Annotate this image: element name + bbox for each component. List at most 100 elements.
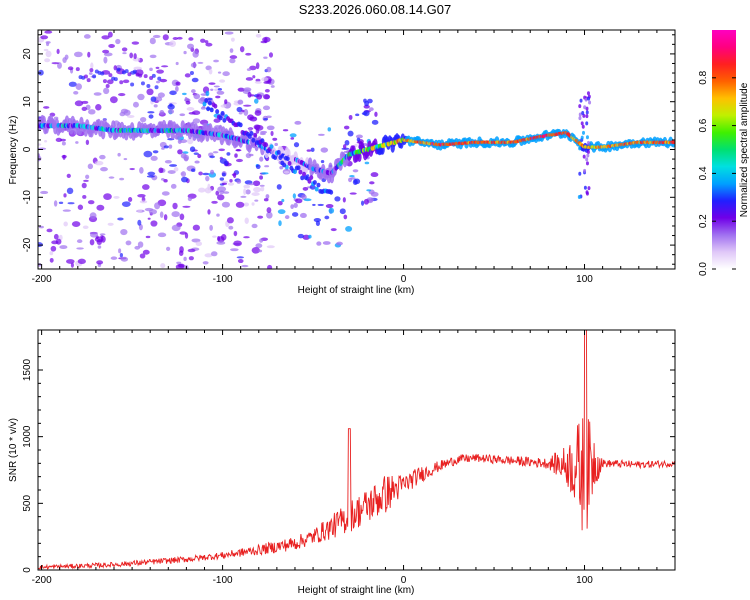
heatmap-cell	[228, 225, 234, 230]
heatmap-cell	[208, 68, 213, 75]
heatmap-cell	[316, 182, 321, 188]
heatmap-cell	[578, 104, 582, 109]
heatmap-cell	[190, 62, 197, 68]
heatmap-cell	[197, 61, 204, 64]
heatmap-cell	[100, 71, 105, 76]
heatmap-cell	[209, 224, 213, 231]
heatmap-cell	[207, 100, 212, 106]
heatmap-cell	[187, 197, 193, 202]
heatmap-cell	[204, 253, 213, 258]
heatmap-cell	[75, 83, 82, 91]
heatmap-cell	[345, 226, 353, 232]
heatmap-cell	[263, 94, 271, 100]
heatmap-cell	[121, 201, 131, 207]
heatmap-cell	[127, 72, 132, 77]
heatmap-cell	[232, 172, 237, 179]
heatmap-cell	[175, 61, 179, 66]
snr-y-axis: 0 500 1000 1500	[22, 329, 675, 573]
colorbar-label: Normalized spectral amplitude	[739, 82, 750, 217]
heatmap-cell	[251, 223, 258, 229]
heatmap-cell	[150, 220, 158, 227]
heatmap-cell	[38, 143, 42, 146]
heatmap-cell	[123, 109, 131, 116]
heatmap-cell	[261, 77, 269, 82]
heatmap-cell	[73, 91, 79, 95]
heatmap-cell	[209, 155, 215, 159]
heatmap-cell	[123, 157, 128, 161]
heatmap-cell	[583, 185, 587, 190]
heatmap-cell	[236, 256, 245, 259]
heatmap-cell	[266, 207, 272, 214]
colorbar-scale	[712, 30, 736, 269]
heatmap-cell	[157, 76, 162, 81]
heatmap-cell	[188, 112, 196, 115]
heatmap-cell	[273, 155, 278, 160]
heatmap-cell	[671, 140, 675, 145]
heatmap-cell	[296, 165, 301, 171]
colorbar-tick-label: 0.4	[698, 166, 709, 180]
heatmap-cell	[328, 207, 335, 214]
heatmap-cell	[221, 182, 228, 185]
heatmap-cell	[154, 96, 163, 102]
heatmap-cell	[254, 199, 259, 202]
heatmap-cell	[330, 228, 337, 232]
heatmap-cell	[235, 149, 242, 152]
heatmap-cell	[99, 233, 106, 236]
heatmap-cell	[183, 256, 187, 262]
heatmap-cell	[585, 114, 589, 119]
heatmap-cell	[153, 104, 158, 108]
heatmap-cell	[350, 177, 356, 180]
heatmap-cell	[219, 177, 225, 181]
heatmap-cell	[90, 62, 94, 69]
heatmap-cell	[235, 158, 243, 163]
heatmap-cell	[252, 75, 256, 79]
heatmap-cell	[355, 113, 360, 117]
heatmap-cell	[121, 47, 128, 52]
heatmap-cell	[137, 241, 144, 248]
colorbar-tick-label: 0.0	[698, 262, 709, 276]
heatmap-cell	[76, 247, 84, 250]
heatmap-cell	[316, 241, 322, 246]
heatmap-cell	[279, 165, 284, 170]
heatmap-cell	[180, 171, 187, 178]
heatmap-cell	[161, 147, 165, 150]
heatmap-cell	[100, 166, 108, 172]
heatmap-cell	[103, 87, 110, 95]
heatmap-cell	[200, 96, 206, 102]
heatmap-cell	[260, 186, 265, 192]
heatmap-cell	[299, 212, 307, 219]
heatmap-cell	[270, 85, 275, 88]
heatmap-cell	[108, 73, 113, 78]
heatmap-cell	[356, 137, 361, 142]
heatmap-cell	[293, 142, 300, 148]
heatmap-cell	[253, 187, 262, 193]
heatmap-cell	[587, 96, 591, 101]
heatmap-cell	[85, 139, 90, 146]
heatmap-cell	[317, 133, 325, 136]
heatmap-cell	[150, 155, 158, 161]
heatmap-cell	[264, 165, 270, 168]
heatmap-cell	[140, 81, 145, 86]
heatmap-cell	[314, 186, 319, 192]
heatmap-cell	[580, 135, 584, 140]
heatmap-cell	[217, 71, 222, 74]
heatmap-cell	[291, 212, 299, 217]
heatmap-cell	[96, 260, 104, 265]
heatmap-cell	[200, 106, 206, 110]
heatmap-cell	[119, 80, 124, 85]
heatmap-cell	[245, 77, 254, 81]
heatmap-cell	[209, 107, 214, 113]
heatmap-cell	[160, 263, 166, 269]
heatmap-cell	[145, 235, 151, 239]
heatmap-cell	[62, 57, 67, 63]
heatmap-cell	[155, 66, 160, 70]
heatmap-cell	[218, 148, 225, 152]
snr-x-tick-label: 0	[401, 575, 407, 586]
heatmap-cell	[217, 235, 221, 242]
snr-x-tick-label: -100	[213, 575, 233, 586]
heatmap-cell	[43, 106, 50, 109]
heatmap-cell	[44, 139, 48, 143]
heatmap-cell	[255, 62, 260, 70]
heatmap-cell	[241, 264, 249, 268]
heatmap-cell	[110, 256, 118, 260]
